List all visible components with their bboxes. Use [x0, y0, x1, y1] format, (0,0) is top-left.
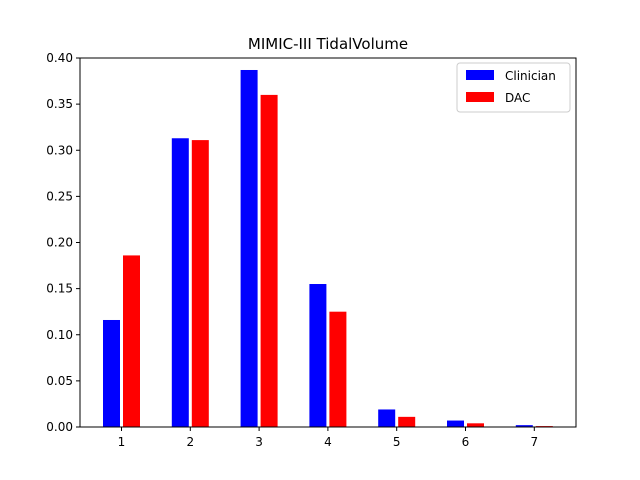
- legend-label-clinician: Clinician: [505, 69, 556, 83]
- bar-clinician-1: [103, 319, 120, 427]
- bar-clinician-3: [240, 69, 258, 428]
- x-tick-label: 4: [324, 435, 332, 449]
- bar-clinician-7: [515, 425, 533, 427]
- bar-clinician-4: [309, 284, 327, 427]
- bars-layer: [103, 69, 553, 428]
- y-tick-label: 0.15: [46, 282, 73, 296]
- x-tick-label: 2: [186, 435, 194, 449]
- x-tick-label: 5: [393, 435, 401, 449]
- bar-dac-5: [398, 416, 416, 427]
- y-tick-label: 0.00: [46, 420, 73, 434]
- bar-dac-1: [123, 255, 140, 427]
- y-tick-label: 0.35: [46, 97, 73, 111]
- bar-dac-3: [260, 94, 278, 428]
- bar-clinician-2: [171, 138, 189, 427]
- y-tick-label: 0.30: [46, 143, 73, 157]
- y-tick-label: 0.25: [46, 189, 73, 203]
- x-axis: 1 2 3 4 5 6 7: [118, 427, 538, 449]
- bar-dac-6: [467, 423, 484, 427]
- y-tick-label: 0.40: [46, 51, 73, 65]
- legend-label-dac: DAC: [505, 91, 530, 105]
- x-tick-label: 3: [255, 435, 263, 449]
- bar-dac-2: [191, 140, 209, 428]
- legend: Clinician DAC: [456, 62, 571, 113]
- bar-dac-4: [329, 311, 347, 427]
- x-tick-label: 1: [118, 435, 126, 449]
- plot-frame: [79, 57, 577, 428]
- bar-clinician-5: [378, 409, 396, 427]
- chart-title: MIMIC-III TidalVolume: [248, 35, 408, 53]
- legend-swatch-clinician: [466, 70, 494, 80]
- y-tick-label: 0.05: [46, 374, 73, 388]
- y-tick-label: 0.10: [46, 328, 73, 342]
- bar-clinician-6: [447, 420, 464, 427]
- y-tick-label: 0.20: [46, 236, 73, 250]
- legend-swatch-dac: [466, 92, 494, 102]
- x-tick-label: 6: [462, 435, 470, 449]
- x-tick-label: 7: [530, 435, 538, 449]
- y-axis: 0.00 0.05 0.10 0.15 0.20 0.25 0.30 0.35 0.40: [46, 51, 80, 434]
